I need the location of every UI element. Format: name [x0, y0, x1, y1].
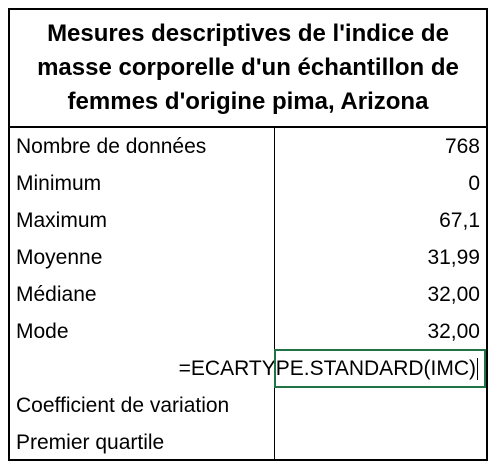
value-cell-mode[interactable]: 32,00 [427, 320, 480, 343]
formula-entry[interactable]: =ECARTYPE.STANDARD(IMC) [10, 350, 486, 387]
value-cell-cv[interactable] [275, 387, 486, 424]
table-row: Médiane 32,00 [10, 276, 486, 313]
table-title[interactable]: Mesures descriptives de l'indice de mass… [8, 8, 488, 126]
table-title-text: Mesures descriptives de l'indice de mass… [37, 20, 459, 115]
value-cell-median[interactable]: 32,00 [427, 283, 480, 306]
table-row: Nombre de données 768 [10, 128, 486, 165]
value-cell-maximum[interactable]: 67,1 [439, 209, 480, 232]
value-cell-mean[interactable]: 31,99 [427, 246, 480, 269]
table-row: Moyenne 31,99 [10, 239, 486, 276]
value-cell-count[interactable]: 768 [444, 135, 480, 158]
value-cell-q1[interactable] [275, 424, 486, 459]
label-cell-cv[interactable]: Coefficient de variation [10, 387, 275, 424]
label-cell-minimum[interactable]: Minimum [10, 165, 275, 202]
label-cell-q1[interactable]: Premier quartile [10, 424, 275, 459]
table-row: Maximum 67,1 [10, 202, 486, 239]
table-row-formula: =ECARTYPE.STANDARD(IMC) [10, 349, 486, 388]
table-row: Mode 32,00 [10, 313, 486, 350]
label-cell-mean[interactable]: Moyenne [10, 239, 275, 276]
table-row: Coefficient de variation [10, 387, 486, 424]
value-cell-minimum[interactable]: 0 [468, 172, 480, 195]
formula-text: =ECARTYPE.STANDARD(IMC) [178, 357, 476, 380]
text-cursor [477, 358, 478, 381]
label-cell-maximum[interactable]: Maximum [10, 202, 275, 239]
stats-table: Nombre de données 768 Minimum 0 Maximum … [8, 126, 488, 461]
table-row: Minimum 0 [10, 165, 486, 202]
table-row: Premier quartile [10, 424, 486, 461]
label-cell-mode[interactable]: Mode [10, 313, 275, 350]
label-cell-count[interactable]: Nombre de données [10, 128, 275, 165]
label-cell-median[interactable]: Médiane [10, 276, 275, 313]
